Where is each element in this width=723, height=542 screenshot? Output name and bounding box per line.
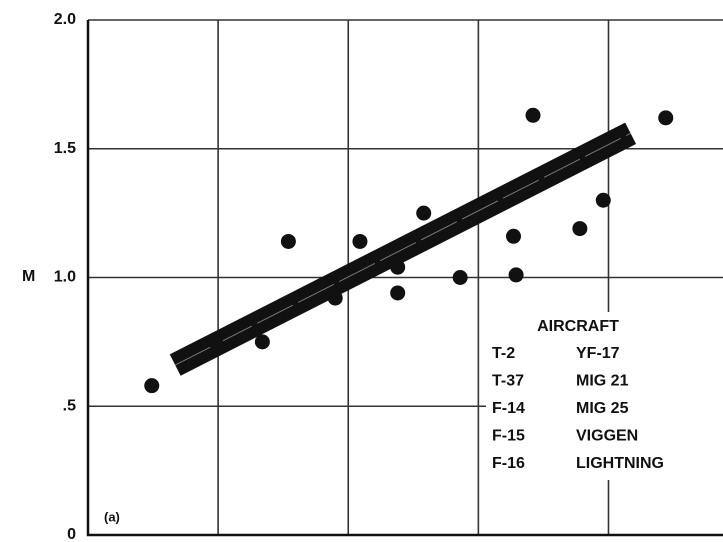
legend-item: T-2 <box>492 345 515 362</box>
point <box>525 107 541 123</box>
y-tick-label: 1.5 <box>54 140 76 157</box>
point <box>508 267 524 283</box>
point <box>390 285 406 301</box>
legend-background <box>486 312 723 480</box>
legend-item: F-15 <box>492 428 525 445</box>
trend-hatch <box>174 132 631 366</box>
point <box>390 259 406 275</box>
point <box>208 334 224 350</box>
legend-item: LIGHTNING <box>576 455 664 472</box>
point <box>352 233 368 249</box>
y-axis-label: M <box>22 268 35 285</box>
point <box>254 334 270 350</box>
legend-item: MIG 25 <box>576 400 629 417</box>
point <box>595 192 611 208</box>
point <box>452 270 468 285</box>
legend-title: AIRCRAFT <box>537 318 619 335</box>
legend-item: MIG 21 <box>576 373 629 390</box>
point <box>327 290 343 306</box>
axis <box>86 20 723 537</box>
y-tick-label: 1.0 <box>54 269 76 286</box>
y-tick-label: 0 <box>67 526 76 542</box>
legend-item: F-16 <box>492 455 525 472</box>
annotation: (a) <box>104 509 120 524</box>
point <box>506 228 522 244</box>
legend: AIRCRAFT T-2 YF-17 T-37 MIG 21 F-14 MIG 25 F-15… <box>486 312 723 480</box>
point <box>658 110 674 126</box>
legend-item: VIGGEN <box>576 428 638 445</box>
point <box>280 233 296 249</box>
legend-item: T-37 <box>492 373 524 390</box>
point <box>144 378 160 394</box>
y-tick-label: .5 <box>63 397 76 414</box>
point <box>416 205 432 221</box>
y-tick-label: 2.0 <box>54 11 76 28</box>
legend-item: YF-17 <box>576 345 620 362</box>
legend-item: F-14 <box>492 400 525 417</box>
point <box>572 221 588 237</box>
